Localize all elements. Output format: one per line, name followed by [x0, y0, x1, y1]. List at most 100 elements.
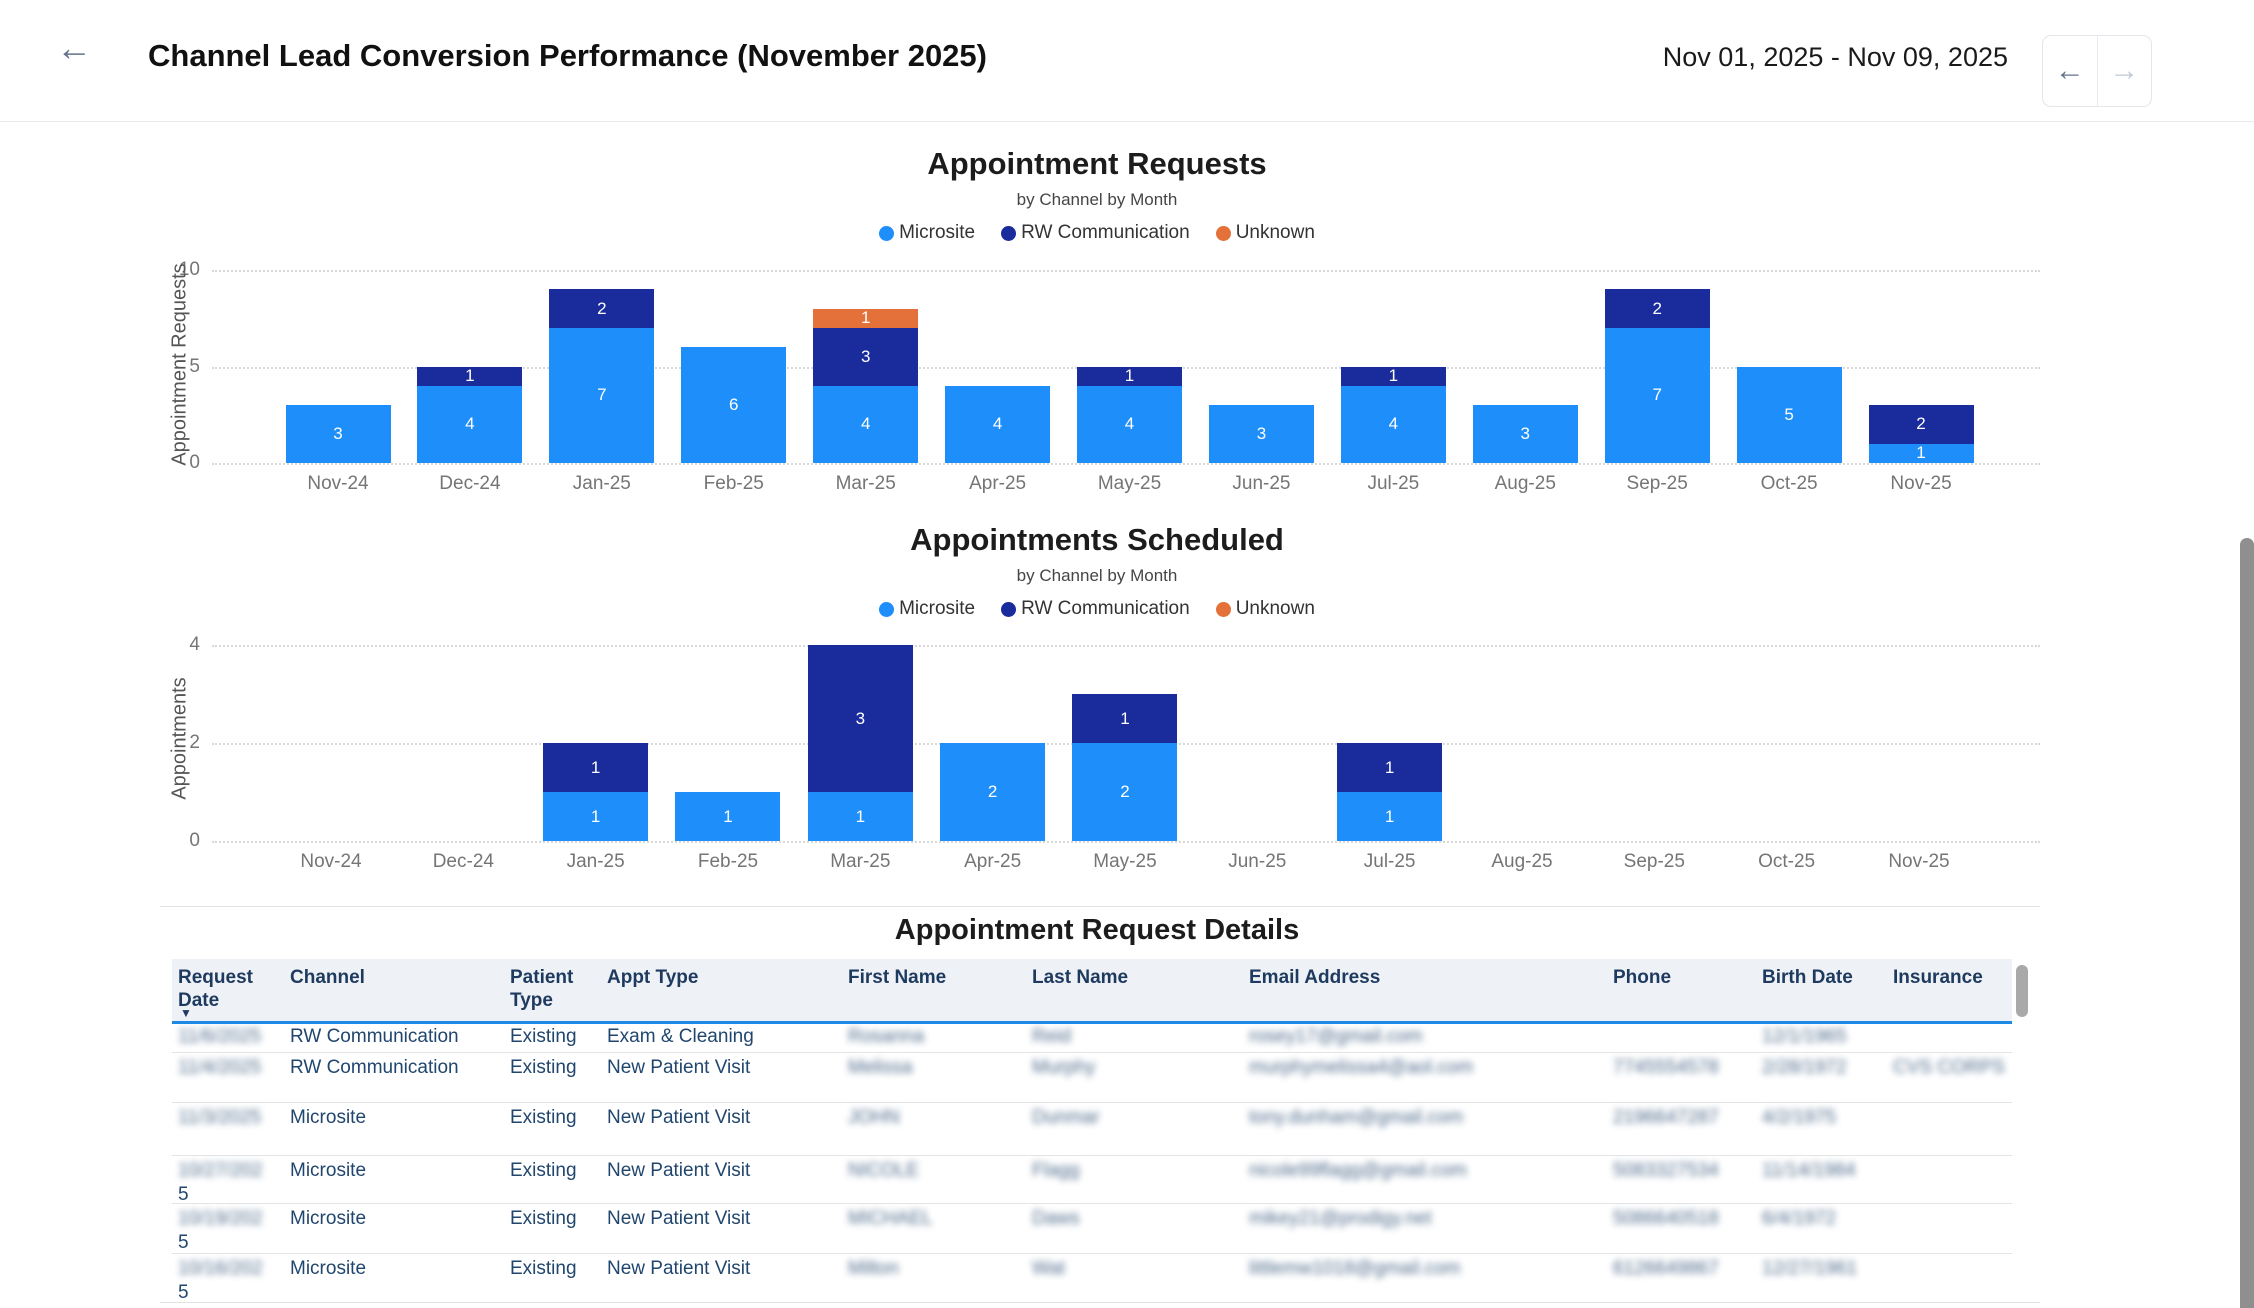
bar-segment-microsite[interactable]: 3	[285, 405, 391, 463]
cell-birth_date: 2/28/1972	[1762, 1057, 1847, 1078]
bar-segment-microsite[interactable]: 4	[813, 385, 919, 463]
cell-request_date-wrap: 5	[178, 1184, 189, 1203]
bar-segment-rw-communication[interactable]: 2	[1604, 289, 1710, 328]
x-axis-tick-label: May-25	[1093, 851, 1157, 872]
cell-birth_date: 12/27/1961	[1762, 1258, 1858, 1279]
bar-segment-microsite[interactable]: 2	[940, 743, 1046, 841]
next-period-button[interactable]: →	[2109, 54, 2140, 87]
row-separator	[172, 1203, 2012, 1204]
y-axis-tick-label: 0	[189, 830, 200, 851]
cell-phone: 7745554578	[1613, 1057, 1719, 1078]
column-header-phone[interactable]: Phone	[1613, 967, 1672, 988]
column-header-last_name[interactable]: Last Name	[1032, 967, 1129, 988]
column-header-insurance[interactable]: Insurance	[1893, 967, 1983, 988]
bar-segment-rw-communication[interactable]: 1	[1072, 694, 1178, 743]
legend-item-rw-communication[interactable]: RW Communication	[1001, 222, 1190, 244]
bar-segment-rw-communication[interactable]: 1	[1337, 743, 1443, 792]
table-scrollbar[interactable]	[2016, 965, 2028, 1017]
bar-segment-microsite[interactable]: 6	[681, 347, 787, 463]
sort-descending-icon[interactable]: ▼	[180, 1006, 192, 1020]
bar-segment-microsite[interactable]: 4	[1340, 385, 1446, 463]
bar-segment-microsite[interactable]: 4	[945, 385, 1051, 463]
bar-segment-microsite[interactable]: 1	[1868, 443, 1974, 463]
table-row[interactable]: 11/4/2025 RW Communication Existing New Pat…	[172, 1052, 2012, 1102]
page-scrollbar[interactable]	[2240, 538, 2254, 1308]
cell-request_date: 11/4/2025	[178, 1057, 262, 1078]
cell-first_name: Rosanna	[848, 1026, 925, 1047]
legend-item-rw-communication[interactable]: RW Communication	[1001, 598, 1190, 620]
row-separator	[172, 1052, 2012, 1053]
bar-segment-microsite[interactable]: 3	[1472, 405, 1578, 463]
cell-request_date: 10/27/202	[178, 1160, 263, 1181]
cell-channel: RW Communication	[290, 1057, 459, 1078]
bar-segment-rw-communication[interactable]: 1	[543, 743, 649, 792]
y-axis-title: Appointments	[168, 677, 191, 800]
table-row[interactable]: 10/19/202 5 Microsite Existing New Patient V…	[172, 1203, 2012, 1253]
cell-request_date: 10/19/202	[178, 1208, 263, 1229]
x-axis-tick-label: Feb-25	[703, 473, 764, 494]
x-axis-tick-label: Dec-24	[439, 473, 501, 494]
cell-patient_type: Existing	[510, 1057, 577, 1078]
column-header-email[interactable]: Email Address	[1249, 967, 1381, 988]
x-axis-tick-label: Mar-25	[830, 851, 891, 872]
table-bottom-divider	[160, 1302, 2040, 1303]
table-header-underline	[172, 1021, 2012, 1024]
bar-segment-microsite[interactable]: 3	[1208, 405, 1314, 463]
bar-segment-microsite[interactable]: 4	[1077, 385, 1183, 463]
table-row[interactable]: 10/16/202 5 Microsite Existing New Patient V…	[172, 1253, 2012, 1302]
column-header-request_date[interactable]: Request Date	[178, 967, 253, 1011]
y-axis-tick-label: 2	[189, 732, 200, 753]
x-axis-tick-label: Jan-25	[572, 473, 631, 494]
bar-segment-microsite[interactable]: 1	[675, 792, 781, 841]
column-header-birth_date[interactable]: Birth Date	[1762, 967, 1853, 988]
legend-item-unknown[interactable]: Unknown	[1215, 598, 1315, 620]
bar-segment-microsite[interactable]: 5	[1736, 366, 1842, 463]
table-row[interactable]: 11/6/2025 RW Communication Existing Exam & …	[172, 1021, 2012, 1052]
bar-segment-rw-communication[interactable]: 2	[549, 289, 655, 328]
bar-segment-microsite[interactable]: 7	[549, 327, 655, 463]
chart1-subtitle: by Channel by Month	[1016, 190, 1178, 209]
legend-label: RW Communication	[1021, 598, 1190, 619]
table-row[interactable]: 10/27/202 5 Microsite Existing New Patient V…	[172, 1155, 2012, 1203]
legend-dot	[1215, 225, 1231, 241]
bar-segment-microsite[interactable]: 4	[417, 385, 523, 463]
column-header-channel[interactable]: Channel	[290, 967, 365, 988]
y-axis-tick-label: 4	[189, 634, 200, 655]
x-axis-tick-label: Jan-25	[566, 851, 625, 872]
x-axis-tick-label: Oct-25	[1760, 473, 1818, 494]
bar-segment-rw-communication[interactable]: 2	[1868, 405, 1974, 444]
back-icon[interactable]: ←	[56, 27, 92, 68]
legend-item-microsite[interactable]: Microsite	[879, 222, 975, 244]
cell-last_name: Reid	[1032, 1026, 1072, 1047]
table-row[interactable]: 11/3/2025 Microsite Existing New Patient Vi…	[172, 1102, 2012, 1155]
cell-email: rosey17@gmail.com	[1249, 1026, 1423, 1047]
cell-appt_type: New Patient Visit	[607, 1208, 751, 1229]
bar-segment-microsite[interactable]: 7	[1604, 327, 1710, 463]
bar-segment-unknown[interactable]: 1	[813, 308, 919, 328]
x-axis-tick-label: Sep-25	[1626, 473, 1688, 494]
previous-period-button[interactable]: ←	[2043, 36, 2098, 106]
column-header-appt_type[interactable]: Appt Type	[607, 967, 699, 988]
bar-segment-rw-communication[interactable]: 1	[1077, 366, 1183, 386]
bar-segment-microsite[interactable]: 1	[1337, 792, 1443, 841]
legend-item-microsite[interactable]: Microsite	[879, 598, 975, 620]
bar-segment-rw-communication[interactable]: 1	[1340, 366, 1446, 386]
bar-segment-rw-communication[interactable]: 3	[813, 327, 919, 386]
bar-segment-microsite[interactable]: 2	[1072, 743, 1178, 841]
bar-segment-rw-communication[interactable]: 1	[417, 366, 523, 386]
bar-segment-rw-communication[interactable]: 3	[807, 645, 913, 792]
cell-insurance: CVS CORPS	[1893, 1057, 2005, 1078]
x-axis-tick-label: Jul-25	[1363, 851, 1416, 872]
legend-item-unknown[interactable]: Unknown	[1215, 222, 1315, 244]
column-header-first_name[interactable]: First Name	[848, 967, 947, 988]
column-header-patient_type[interactable]: Patient Type	[510, 967, 574, 1011]
cell-patient_type: Existing	[510, 1258, 577, 1279]
cell-first_name: MICHAEL	[848, 1208, 933, 1229]
cell-last_name: Dunmar	[1032, 1107, 1100, 1128]
x-axis-tick-label: Sep-25	[1623, 851, 1685, 872]
bar-segment-microsite[interactable]: 1	[543, 792, 649, 841]
x-axis-tick-label: Mar-25	[835, 473, 896, 494]
bar-segment-microsite[interactable]: 1	[807, 792, 913, 841]
x-axis-tick-label: Apr-25	[969, 473, 1027, 494]
x-axis-tick-label: Nov-24	[300, 851, 362, 872]
